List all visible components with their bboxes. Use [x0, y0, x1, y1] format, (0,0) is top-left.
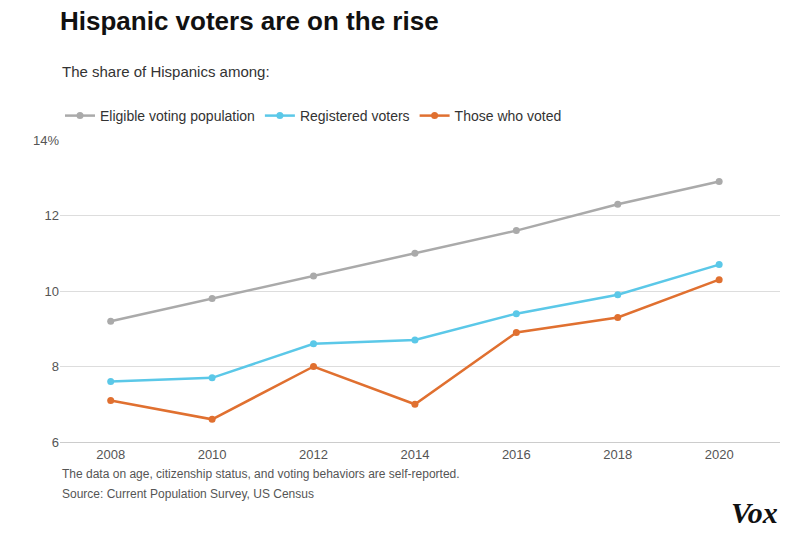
svg-text:Vox: Vox	[731, 496, 778, 529]
svg-text:2020: 2020	[705, 447, 734, 462]
svg-text:Registered voters: Registered voters	[300, 108, 410, 124]
svg-text:6: 6	[52, 435, 59, 450]
svg-text:10: 10	[45, 284, 59, 299]
svg-text:Hispanic voters are on the ris: Hispanic voters are on the rise	[60, 6, 439, 36]
svg-text:Source: Current Population Sur: Source: Current Population Survey, US Ce…	[62, 487, 314, 501]
svg-text:14%: 14%	[33, 133, 59, 148]
svg-text:The share of Hispanics among:: The share of Hispanics among:	[62, 63, 270, 80]
svg-text:2012: 2012	[299, 447, 328, 462]
svg-text:The data on age, citizenship s: The data on age, citizenship status, and…	[62, 467, 460, 481]
svg-text:2010: 2010	[198, 447, 227, 462]
svg-text:8: 8	[52, 359, 59, 374]
svg-text:12: 12	[45, 208, 59, 223]
svg-text:2008: 2008	[96, 447, 125, 462]
svg-text:Those who voted: Those who voted	[455, 108, 562, 124]
svg-text:2016: 2016	[502, 447, 531, 462]
svg-text:2014: 2014	[400, 447, 429, 462]
svg-text:2018: 2018	[603, 447, 632, 462]
svg-text:Eligible voting population: Eligible voting population	[100, 108, 255, 124]
